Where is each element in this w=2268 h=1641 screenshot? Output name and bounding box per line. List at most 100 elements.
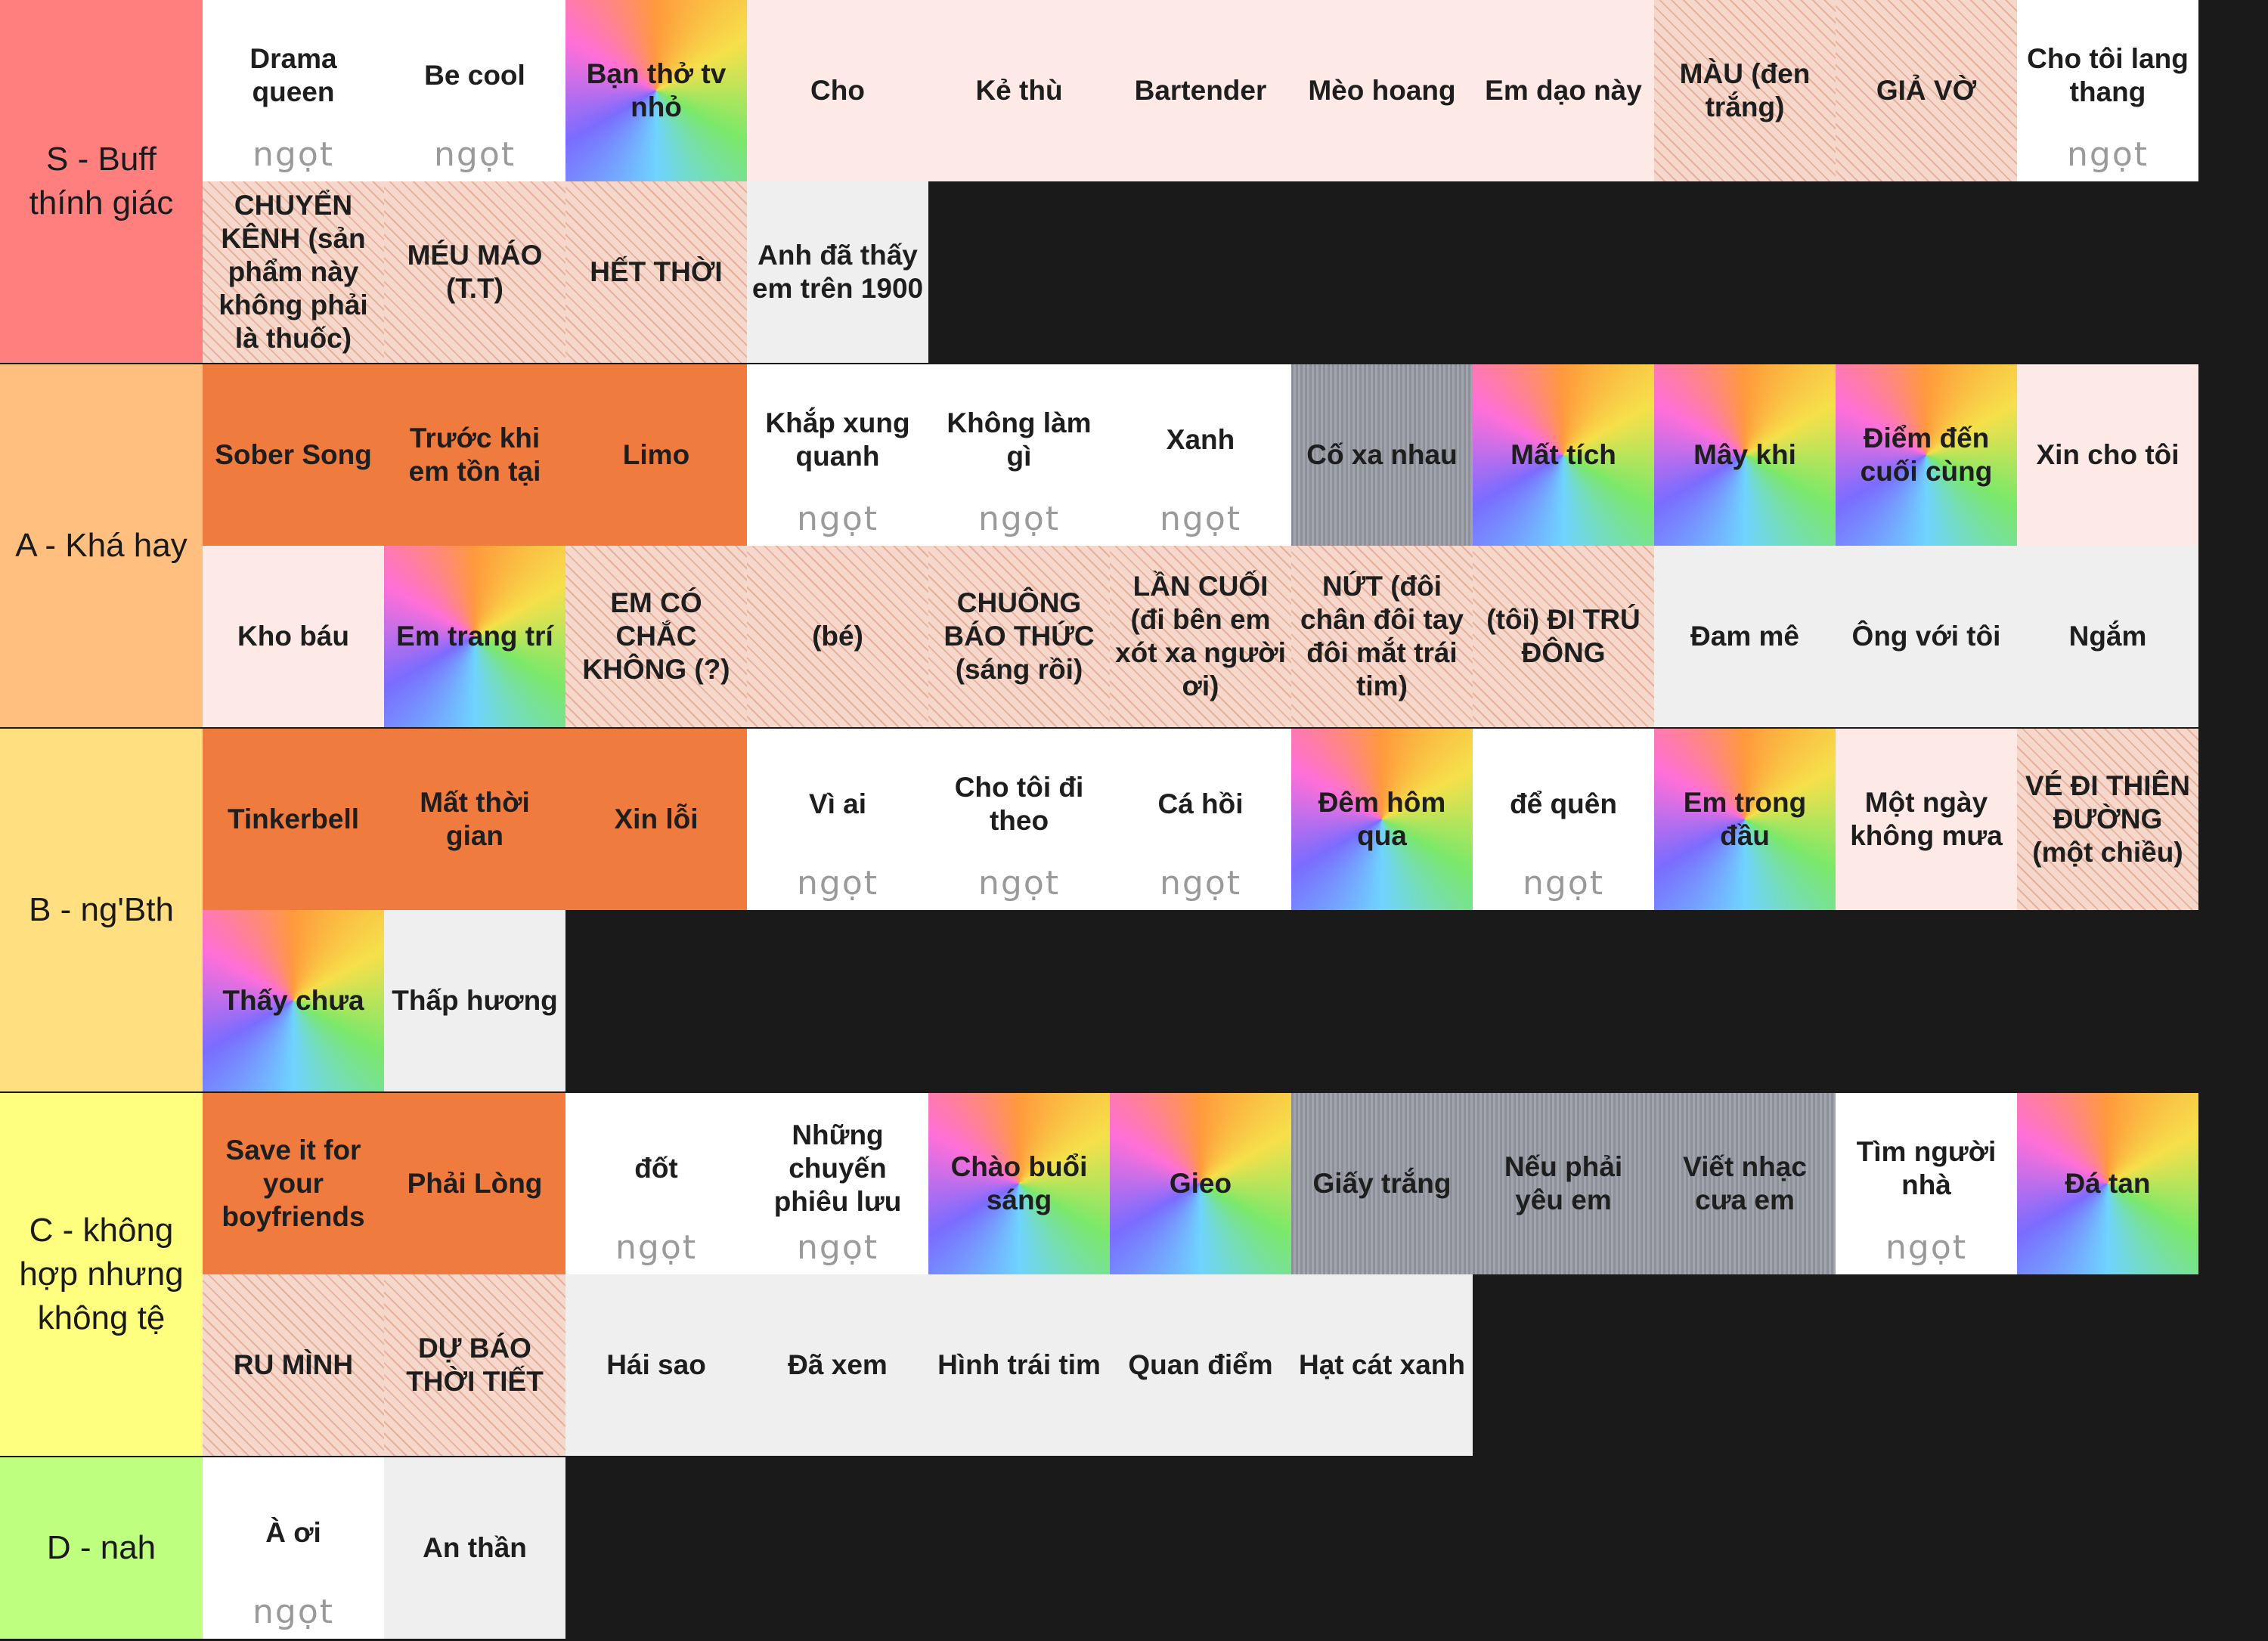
tier-item: Vì ai ngọt bbox=[747, 729, 928, 910]
tier-item: Mất thời gian bbox=[384, 729, 565, 910]
item-title: Bạn thở tv nhỏ bbox=[586, 58, 727, 122]
item-title: Hình trái tim bbox=[937, 1349, 1101, 1380]
item-title: Nếu phải yêu em bbox=[1504, 1151, 1623, 1215]
tier-row: S - Buff thính giác Drama queen ngọt Be coo… bbox=[0, 0, 2268, 363]
tier-row: B - ng'Bth Tinkerbell Mất thời gian Xin lỗi… bbox=[0, 729, 2268, 1091]
tier-label: A - Khá hay bbox=[0, 364, 203, 727]
item-title: Em trong đầu bbox=[1683, 787, 1807, 851]
item-title: Kho báu bbox=[237, 621, 349, 652]
item-title: Cho tôi đi theo bbox=[954, 772, 1084, 836]
item-title: Kẻ thù bbox=[975, 75, 1063, 106]
tier-item: Tìm người nhà ngọt bbox=[1836, 1093, 2017, 1274]
tier-item: Điểm đến cuối cùng bbox=[1836, 364, 2017, 546]
tier-row: D - nah À ơi ngọt An thần bbox=[0, 1457, 2268, 1639]
item-title: Thấp hương bbox=[392, 985, 558, 1016]
tier-item: Khắp xung quanh ngọt bbox=[747, 364, 928, 546]
item-title: (tôi) ĐI TRÚ ĐÔNG bbox=[1486, 604, 1641, 668]
tier-item: Drama queen ngọt bbox=[203, 0, 384, 181]
item-title: Đêm hôm qua bbox=[1318, 787, 1446, 851]
tier-item: Chào buổi sáng bbox=[928, 1093, 1110, 1274]
item-logo: ngọt bbox=[615, 1228, 697, 1267]
item-logo: ngọt bbox=[797, 1228, 878, 1267]
item-title: CHUYỂN KÊNH (sản phẩm này không phải là … bbox=[218, 190, 368, 354]
tier-item: À ơi ngọt bbox=[203, 1457, 384, 1639]
item-logo: ngọt bbox=[1160, 500, 1241, 538]
item-title: MÀU (đen trắng) bbox=[1679, 58, 1811, 122]
item-title: LẦN CUỐI (đi bên em xót xa người ơi) bbox=[1115, 571, 1286, 701]
item-title: (bé) bbox=[812, 621, 863, 652]
tier-item: Những chuyến phiêu lưu ngọt bbox=[747, 1093, 928, 1274]
item-logo: ngọt bbox=[978, 864, 1060, 903]
item-title: Sober Song bbox=[215, 439, 372, 470]
tier-item: RU MÌNH bbox=[203, 1274, 384, 1456]
item-title: Mèo hoang bbox=[1308, 75, 1456, 106]
tier-item: Xin cho tôi bbox=[2017, 364, 2198, 546]
tier-item: Bartender bbox=[1110, 0, 1291, 181]
item-title: Cho bbox=[810, 75, 865, 106]
item-title: Hái sao bbox=[606, 1349, 706, 1380]
tier-items: Save it for your boyfriends Phải Lòng đốt n… bbox=[203, 1093, 2198, 1456]
item-title: Save it for your boyfriends bbox=[222, 1135, 365, 1232]
tier-item: Đam mê bbox=[1654, 546, 1836, 727]
item-title: Viết nhạc cưa em bbox=[1683, 1151, 1807, 1215]
tier-item: CHUYỂN KÊNH (sản phẩm này không phải là … bbox=[203, 181, 384, 363]
item-title: Xanh bbox=[1166, 424, 1235, 455]
item-title: đốt bbox=[634, 1153, 678, 1184]
tier-item: (tôi) ĐI TRÚ ĐÔNG bbox=[1473, 546, 1654, 727]
tier-item: Em trong đầu bbox=[1654, 729, 1836, 910]
item-logo: ngọt bbox=[2067, 135, 2149, 174]
item-title: VÉ ĐI THIÊN ĐƯỜNG (một chiều) bbox=[2025, 770, 2190, 868]
item-title: Một ngày không mưa bbox=[1850, 787, 2003, 851]
item-title: để quên bbox=[1510, 788, 1617, 819]
tier-item: Anh đã thấy em trên 1900 bbox=[747, 181, 928, 363]
item-logo: ngọt bbox=[797, 500, 878, 538]
item-title: Limo bbox=[622, 439, 690, 470]
tier-item: MÀU (đen trắng) bbox=[1654, 0, 1836, 181]
item-title: Gieo bbox=[1169, 1168, 1232, 1199]
item-title: MÉU MÁO (T.T) bbox=[407, 240, 543, 304]
item-title: Vì ai bbox=[808, 788, 867, 819]
item-title: Ngắm bbox=[2068, 621, 2147, 652]
tier-item: Xanh ngọt bbox=[1110, 364, 1291, 546]
item-title: Đã xem bbox=[788, 1349, 888, 1380]
tier-item: Kho báu bbox=[203, 546, 384, 727]
tier-item: Hạt cát xanh bbox=[1291, 1274, 1473, 1456]
tier-item: Thấp hương bbox=[384, 910, 565, 1091]
item-title: Anh đã thấy em trên 1900 bbox=[751, 240, 924, 304]
tier-item: Hái sao bbox=[565, 1274, 747, 1456]
item-logo: ngọt bbox=[978, 500, 1060, 538]
tier-items: Drama queen ngọt Be cool ngọt Bạn thở tv nhỏ… bbox=[203, 0, 2198, 363]
item-title: NỨT (đôi chân đôi tay đôi mắt trái tim) bbox=[1300, 571, 1464, 701]
item-title: Phải Lòng bbox=[407, 1168, 543, 1199]
item-logo: ngọt bbox=[434, 135, 516, 174]
tier-items: Tinkerbell Mất thời gian Xin lỗi Vì ai ngọt C… bbox=[203, 729, 2198, 1091]
item-title: CHUÔNG BÁO THỨC (sáng rồi) bbox=[943, 587, 1095, 685]
item-title: Giấy trắng bbox=[1312, 1168, 1452, 1199]
tier-item: VÉ ĐI THIÊN ĐƯỜNG (một chiều) bbox=[2017, 729, 2198, 910]
item-title: Cố xa nhau bbox=[1306, 439, 1458, 470]
item-title: Drama queen bbox=[249, 43, 337, 107]
tier-item: Be cool ngọt bbox=[384, 0, 565, 181]
tier-item: (bé) bbox=[747, 546, 928, 727]
item-title: Bartender bbox=[1134, 75, 1267, 106]
item-title: An thần bbox=[423, 1532, 527, 1563]
tier-item: Cho tôi lang thang ngọt bbox=[2017, 0, 2198, 181]
tier-item: EM CÓ CHẮC KHÔNG (?) bbox=[565, 546, 747, 727]
tier-item: Viết nhạc cưa em bbox=[1654, 1093, 1836, 1274]
item-title: Đá tan bbox=[2065, 1168, 2151, 1199]
item-title: Be cool bbox=[424, 60, 525, 91]
item-title: Chào buổi sáng bbox=[950, 1151, 1088, 1215]
item-title: DỰ BÁO THỜI TIẾT bbox=[406, 1333, 544, 1397]
item-title: Em dạo này bbox=[1485, 75, 1642, 106]
tier-item: Không làm gì ngọt bbox=[928, 364, 1110, 546]
tier-item: Gieo bbox=[1110, 1093, 1291, 1274]
tier-item: Một ngày không mưa bbox=[1836, 729, 2017, 910]
tier-item: Cá hồi ngọt bbox=[1110, 729, 1291, 910]
item-title: Quan điểm bbox=[1128, 1349, 1273, 1380]
tier-label: D - nah bbox=[0, 1457, 203, 1639]
item-title: Xin lỗi bbox=[614, 803, 699, 834]
tier-item: Save it for your boyfriends bbox=[203, 1093, 384, 1274]
tier-item: Quan điểm bbox=[1110, 1274, 1291, 1456]
